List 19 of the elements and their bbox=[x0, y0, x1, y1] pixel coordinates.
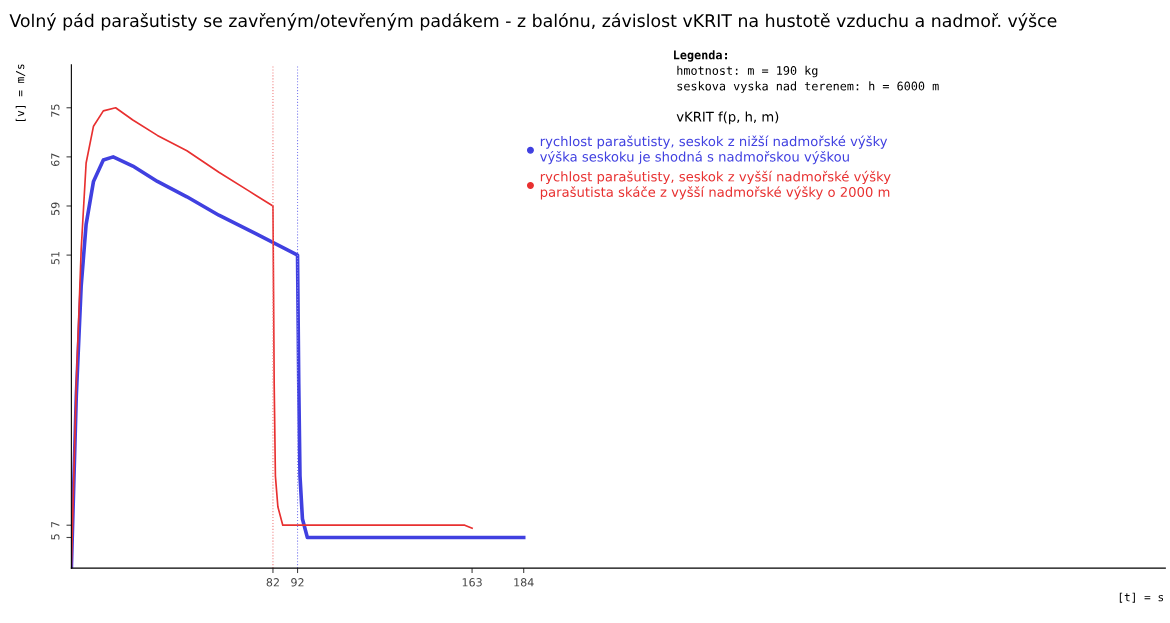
x-tick-label: 163 bbox=[462, 578, 482, 587]
x-axis-title: [t] = s bbox=[1119, 592, 1164, 603]
y-tick-label: 5 bbox=[51, 534, 60, 540]
annotation: seskova vyska nad terenem: h = 6000 m bbox=[677, 81, 939, 93]
y-tick-label: 7 bbox=[51, 521, 60, 528]
x-tick-label: 184 bbox=[514, 578, 534, 587]
annotation: hmotnost: m = 190 kg bbox=[677, 65, 818, 78]
y-tick-label: 59 bbox=[51, 202, 60, 216]
x-tick-label: 82 bbox=[266, 578, 279, 587]
text: Legenda: bbox=[674, 50, 728, 62]
y-tick-label: 67 bbox=[51, 153, 60, 167]
y-tick-label: 51 bbox=[51, 251, 60, 265]
chart-title: Volný pád parašutisty se zavřeným/otevřeným padákem - z balónu, závislost vKRIT na hustotě vzduchu a nadmoř. výšce bbox=[9, 13, 1057, 31]
x-tick-label: 92 bbox=[291, 578, 304, 587]
y-axis-title: [v] = m/s bbox=[15, 64, 26, 122]
y-tick-label: 75 bbox=[51, 104, 60, 117]
legend-label: rychlost parašutisty, seskok z vyšší nadmořské výšky parašutista skáče z vyšší nadmořské výšky o 2000 m bbox=[540, 170, 891, 200]
legend-label: rychlost parašutisty, seskok z nižší nadmořské výšky výška seskoku je shodná s nadmořskou výškou bbox=[540, 135, 888, 165]
annotation: vKRIT f(p, h, m) bbox=[676, 111, 779, 125]
